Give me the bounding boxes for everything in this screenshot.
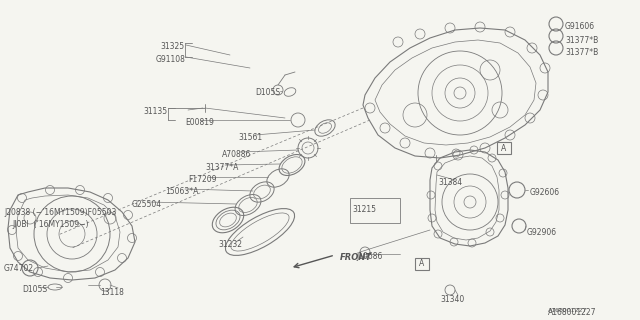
Bar	[497, 142, 511, 154]
Text: 31215: 31215	[352, 205, 376, 214]
Text: D105S: D105S	[22, 285, 47, 294]
Text: G92606: G92606	[530, 188, 560, 197]
Bar	[415, 258, 429, 270]
Text: G91606: G91606	[565, 22, 595, 31]
Text: 31377*B: 31377*B	[565, 36, 598, 45]
Text: A: A	[501, 143, 507, 153]
Text: A70886: A70886	[222, 150, 252, 159]
Text: D105S: D105S	[255, 88, 280, 97]
Bar	[350, 198, 400, 223]
Text: G91108: G91108	[155, 55, 185, 64]
Text: JI0BI  (’16MY1509−): JI0BI (’16MY1509−)	[12, 220, 88, 229]
Text: G25504: G25504	[132, 200, 162, 209]
Text: 31325: 31325	[161, 42, 185, 51]
Text: J10686: J10686	[356, 252, 382, 261]
Text: 31377*B: 31377*B	[565, 48, 598, 57]
Text: 31384: 31384	[438, 178, 462, 187]
Text: 13118: 13118	[100, 288, 124, 297]
Text: E00819: E00819	[185, 118, 214, 127]
Text: 15063*A: 15063*A	[165, 187, 198, 196]
Text: FRONT: FRONT	[340, 252, 372, 261]
Text: 31561: 31561	[238, 133, 262, 142]
Text: A168001227: A168001227	[548, 308, 596, 317]
Text: 31135: 31135	[144, 107, 168, 116]
Text: A168001227: A168001227	[548, 308, 588, 313]
Text: J20838 (−’16MY1509)F05503: J20838 (−’16MY1509)F05503	[4, 208, 116, 217]
Text: 31377*A: 31377*A	[205, 163, 238, 172]
Text: G74702: G74702	[4, 264, 34, 273]
Text: 31232: 31232	[218, 240, 242, 249]
Text: A: A	[419, 260, 424, 268]
Text: F17209: F17209	[188, 175, 216, 184]
Text: G92906: G92906	[527, 228, 557, 237]
Text: 31340: 31340	[440, 295, 464, 304]
